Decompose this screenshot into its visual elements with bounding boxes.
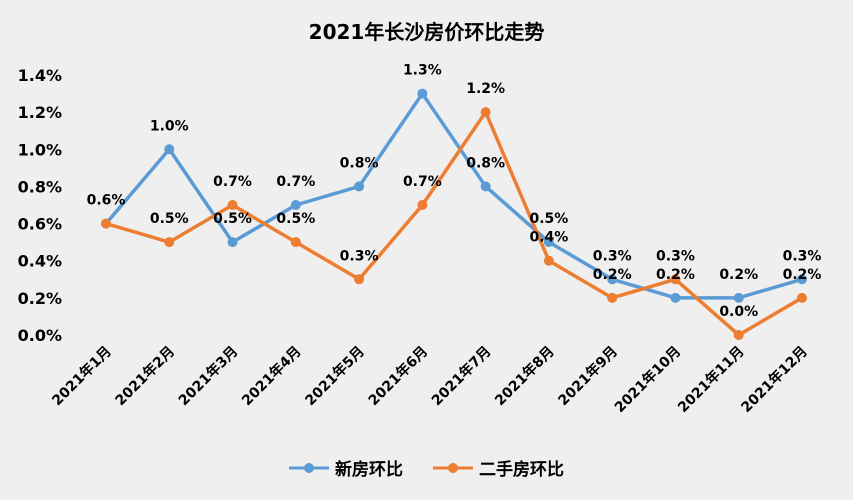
data-label: 0.7%: [213, 174, 252, 190]
data-point: [670, 292, 681, 303]
legend-item-second-hand: 二手房环比: [433, 455, 564, 480]
legend-label-second-hand: 二手房环比: [479, 460, 564, 480]
legend-marker-second-hand-icon: [433, 462, 473, 473]
legend: 新房环比 二手房环比: [0, 455, 853, 480]
data-label: 0.8%: [466, 155, 505, 171]
data-label: 0.8%: [340, 155, 379, 171]
data-label: 0.3%: [656, 248, 695, 264]
data-label: 0.2%: [783, 267, 822, 283]
data-point: [480, 107, 491, 118]
y-tick-label: 0.6%: [18, 215, 62, 234]
x-tick-label: 2021年3月: [175, 343, 241, 409]
data-point: [733, 292, 744, 303]
data-point: [417, 88, 428, 99]
data-point: [733, 330, 744, 340]
data-point: [164, 144, 175, 155]
y-tick-label: 0.4%: [18, 252, 62, 271]
data-label: 0.2%: [719, 267, 758, 283]
data-point: [290, 200, 301, 210]
data-point: [227, 200, 238, 210]
data-label: 0.5%: [150, 211, 189, 227]
y-tick-label: 0.0%: [18, 326, 62, 345]
series-line-1: [105, 110, 803, 337]
x-tick-label: 2021年5月: [302, 343, 368, 409]
data-point: [797, 292, 807, 303]
data-point: [354, 274, 365, 285]
x-tick-label: 2021年4月: [238, 343, 304, 409]
data-label: 0.7%: [403, 174, 442, 190]
y-tick-label: 0.2%: [18, 289, 62, 308]
x-tick-label: 2021年9月: [555, 343, 621, 409]
data-point: [227, 237, 238, 248]
data-point: [607, 274, 618, 285]
legend-marker-new-icon: [289, 462, 329, 473]
y-tick-label: 0.8%: [18, 177, 62, 196]
data-point: [797, 274, 807, 285]
y-tick-label: 1.2%: [18, 103, 62, 122]
data-label: 1.0%: [150, 118, 189, 134]
data-point: [417, 200, 428, 210]
data-label: 0.3%: [783, 248, 822, 264]
x-tick-label: 2021年12月: [738, 343, 811, 416]
y-tick-label: 1.4%: [18, 66, 62, 85]
legend-label-new: 新房环比: [335, 460, 403, 480]
data-point: [290, 237, 301, 248]
data-label: 0.4%: [529, 230, 568, 246]
y-tick-label: 1.0%: [18, 140, 62, 159]
data-point: [670, 274, 681, 285]
x-tick-label: 2021年11月: [674, 343, 747, 416]
legend-item-new: 新房环比: [289, 455, 403, 480]
data-label: 0.3%: [593, 248, 632, 264]
x-tick-label: 2021年10月: [611, 343, 684, 416]
data-label: 0.5%: [529, 211, 568, 227]
chart-title: 2021年长沙房价环比走势: [308, 20, 545, 44]
x-tick-label: 2021年6月: [365, 343, 431, 409]
x-tick-label: 2021年1月: [49, 343, 115, 409]
data-point: [480, 181, 491, 192]
data-label: 0.3%: [340, 248, 379, 264]
data-label: 0.5%: [213, 211, 252, 227]
data-label: 0.6%: [87, 193, 126, 209]
data-point: [607, 292, 618, 303]
data-point: [101, 218, 111, 229]
data-point: [164, 237, 175, 248]
data-point: [543, 255, 554, 266]
data-label: 0.0%: [719, 304, 758, 320]
data-point: [354, 181, 365, 192]
x-tick-label: 2021年2月: [112, 343, 178, 409]
data-label: 0.2%: [656, 267, 695, 283]
data-label: 0.2%: [593, 267, 632, 283]
x-tick-label: 2021年8月: [491, 343, 557, 409]
series-line-0: [104, 91, 803, 300]
data-point: [543, 237, 554, 248]
data-label: 0.5%: [276, 211, 315, 227]
x-tick-label: 2021年7月: [428, 343, 494, 409]
data-label: 1.2%: [466, 81, 505, 97]
data-label: 0.7%: [276, 174, 315, 190]
data-label: 1.3%: [403, 63, 442, 79]
